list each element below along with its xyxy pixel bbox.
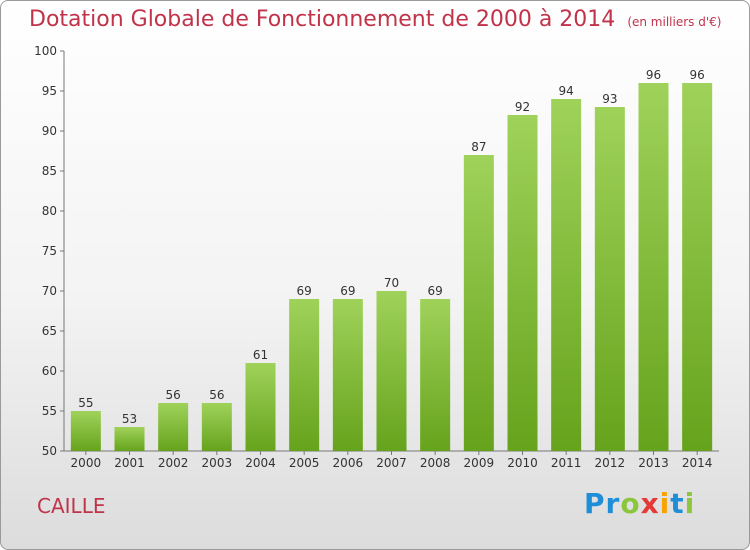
logo-letter: t bbox=[670, 487, 685, 520]
bar-value-label: 56 bbox=[166, 388, 181, 402]
bar bbox=[289, 299, 320, 451]
x-tick-label: 2008 bbox=[420, 456, 451, 470]
bar-value-label: 87 bbox=[471, 140, 486, 154]
bar bbox=[551, 99, 582, 451]
logo-letter: r bbox=[605, 487, 621, 520]
y-tick-label: 100 bbox=[34, 44, 57, 58]
bar bbox=[201, 403, 232, 451]
bar-value-label: 69 bbox=[297, 284, 312, 298]
bar-value-label: 94 bbox=[559, 84, 574, 98]
y-tick-label: 60 bbox=[42, 364, 57, 378]
x-tick-label: 2013 bbox=[638, 456, 669, 470]
y-tick-label: 85 bbox=[42, 164, 57, 178]
bar bbox=[376, 291, 407, 451]
bar-value-label: 61 bbox=[253, 348, 268, 362]
x-tick-label: 2012 bbox=[595, 456, 626, 470]
x-tick-label: 2006 bbox=[333, 456, 364, 470]
chart-title: Dotation Globale de Fonctionnement de 20… bbox=[29, 7, 721, 32]
bar bbox=[507, 115, 538, 451]
bar bbox=[638, 83, 669, 451]
x-tick-label: 2014 bbox=[682, 456, 713, 470]
bar-value-label: 70 bbox=[384, 276, 399, 290]
title-text: Dotation Globale de Fonctionnement de 20… bbox=[29, 7, 616, 32]
y-tick-label: 50 bbox=[42, 444, 57, 458]
y-tick-label: 65 bbox=[42, 324, 57, 338]
x-tick-label: 2011 bbox=[551, 456, 582, 470]
x-tick-label: 2002 bbox=[158, 456, 189, 470]
bar-value-label: 96 bbox=[646, 68, 661, 82]
bar bbox=[114, 427, 145, 451]
x-tick-label: 2009 bbox=[464, 456, 495, 470]
x-tick-label: 2001 bbox=[114, 456, 145, 470]
y-tick-label: 90 bbox=[42, 124, 57, 138]
bar-value-label: 92 bbox=[515, 100, 530, 114]
bar bbox=[682, 83, 713, 451]
x-tick-label: 2010 bbox=[507, 456, 538, 470]
y-tick-label: 95 bbox=[42, 84, 57, 98]
bar bbox=[420, 299, 451, 451]
x-tick-label: 2003 bbox=[202, 456, 233, 470]
logo-letter: o bbox=[620, 487, 641, 520]
logo-letter: x bbox=[640, 487, 660, 520]
bar-value-label: 93 bbox=[602, 92, 617, 106]
bar bbox=[245, 363, 276, 451]
unit-label: (en milliers d'€) bbox=[627, 15, 722, 29]
bar-value-label: 53 bbox=[122, 412, 137, 426]
bar-value-label: 56 bbox=[209, 388, 224, 402]
y-tick-label: 70 bbox=[42, 284, 57, 298]
bar-value-label: 69 bbox=[428, 284, 443, 298]
bar bbox=[332, 299, 363, 451]
logo-letter: i bbox=[684, 487, 696, 520]
x-tick-label: 2000 bbox=[71, 456, 102, 470]
bar bbox=[70, 411, 101, 451]
x-tick-label: 2005 bbox=[289, 456, 320, 470]
bar bbox=[158, 403, 189, 451]
logo-letter: P bbox=[584, 487, 606, 520]
y-tick-label: 75 bbox=[42, 244, 57, 258]
bar-value-label: 69 bbox=[340, 284, 355, 298]
bar-value-label: 55 bbox=[78, 396, 93, 410]
bar bbox=[594, 107, 625, 451]
bar-value-label: 96 bbox=[690, 68, 705, 82]
proxiti-logo: Proxiti bbox=[584, 487, 695, 520]
x-tick-label: 2007 bbox=[376, 456, 407, 470]
commune-name: CAILLE bbox=[37, 494, 106, 518]
logo-letter: i bbox=[659, 487, 671, 520]
x-tick-label: 2004 bbox=[245, 456, 276, 470]
y-tick-label: 80 bbox=[42, 204, 57, 218]
y-tick-label: 55 bbox=[42, 404, 57, 418]
bar bbox=[463, 155, 494, 451]
